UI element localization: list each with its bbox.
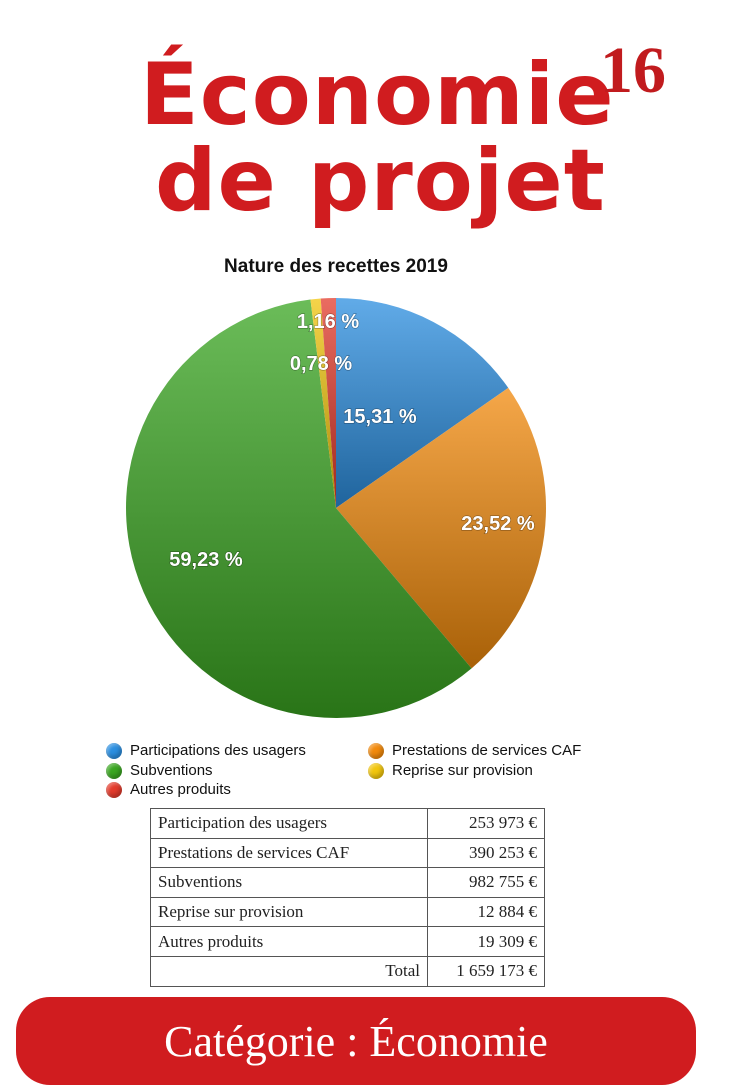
pie-slice-subventions xyxy=(126,299,472,719)
pie-chart: 15,31 % 23,52 % 59,23 % 0,78 % 1,16 % xyxy=(126,298,547,719)
legend-dot-yellow-icon xyxy=(368,762,384,779)
chart-title: Nature des recettes 2019 xyxy=(224,256,448,277)
page-number: 16 xyxy=(600,34,666,107)
table-cell-amount: 19 309 € xyxy=(427,926,545,957)
category-label: Catégorie : Économie xyxy=(164,1016,548,1066)
legend-label: Participations des usagers xyxy=(130,742,306,759)
legend-item-prestations: Prestations de services CAF xyxy=(368,742,581,759)
table-cell-amount: 390 253 € xyxy=(427,837,545,869)
category-banner: Catégorie : Économie xyxy=(16,997,696,1085)
legend-dot-orange-icon xyxy=(368,742,384,759)
table-cell-amount: 253 973 € xyxy=(427,808,545,839)
page-title-line-2: de projet xyxy=(155,131,606,231)
legend-dot-blue-icon xyxy=(106,742,122,759)
pie-slice-participations-des-usagers xyxy=(336,298,509,508)
table-row: Autres produits 19 309 € xyxy=(150,926,545,957)
pie-slice-label: 15,31 % xyxy=(343,406,417,428)
table-row: Reprise sur provision 12 884 € xyxy=(150,896,545,928)
table-row: Participation des usagers 253 973 € xyxy=(150,808,545,839)
legend-dot-red-icon xyxy=(106,781,122,798)
pie-slice-reprise-sur-provision xyxy=(310,298,336,508)
table-cell-label: Prestations de services CAF xyxy=(150,837,428,869)
table-total-row: Total 1 659 173 € xyxy=(150,955,545,987)
recettes-table: Participation des usagers 253 973 € Pres… xyxy=(150,808,545,987)
pie-slice-label: 1,16 % xyxy=(297,311,359,333)
pie-slice-label: 59,23 % xyxy=(169,549,243,571)
table-total-amount: 1 659 173 € xyxy=(427,955,545,987)
table-cell-amount: 12 884 € xyxy=(427,896,545,928)
legend-label: Subventions xyxy=(130,762,213,779)
table-cell-amount: 982 755 € xyxy=(427,867,545,898)
legend-item-autres: Autres produits xyxy=(106,781,231,798)
table-total-label: Total xyxy=(150,955,428,987)
table-cell-label: Subventions xyxy=(150,867,428,898)
legend-item-subventions: Subventions xyxy=(106,762,213,779)
legend-label: Prestations de services CAF xyxy=(392,742,582,759)
table-row: Subventions 982 755 € xyxy=(150,867,545,898)
table-row: Prestations de services CAF 390 253 € xyxy=(150,837,545,869)
table-cell-label: Participation des usagers xyxy=(150,808,428,839)
pie-slice-prestations-de-services-caf xyxy=(336,387,547,669)
page-title-line-1: Économie xyxy=(140,45,615,145)
table-cell-label: Autres produits xyxy=(150,926,428,957)
legend-label: Reprise sur provision xyxy=(392,762,533,779)
legend-item-participations: Participations des usagers xyxy=(106,742,306,759)
legend-label: Autres produits xyxy=(130,781,231,798)
pie-slice-label: 23,52 % xyxy=(461,513,535,535)
legend-item-reprise: Reprise sur provision xyxy=(368,762,533,779)
pie-slice-label: 0,78 % xyxy=(290,353,352,375)
legend-dot-green-icon xyxy=(106,762,122,779)
pie-slice-autres-produits xyxy=(320,298,336,508)
table-cell-label: Reprise sur provision xyxy=(150,896,428,928)
